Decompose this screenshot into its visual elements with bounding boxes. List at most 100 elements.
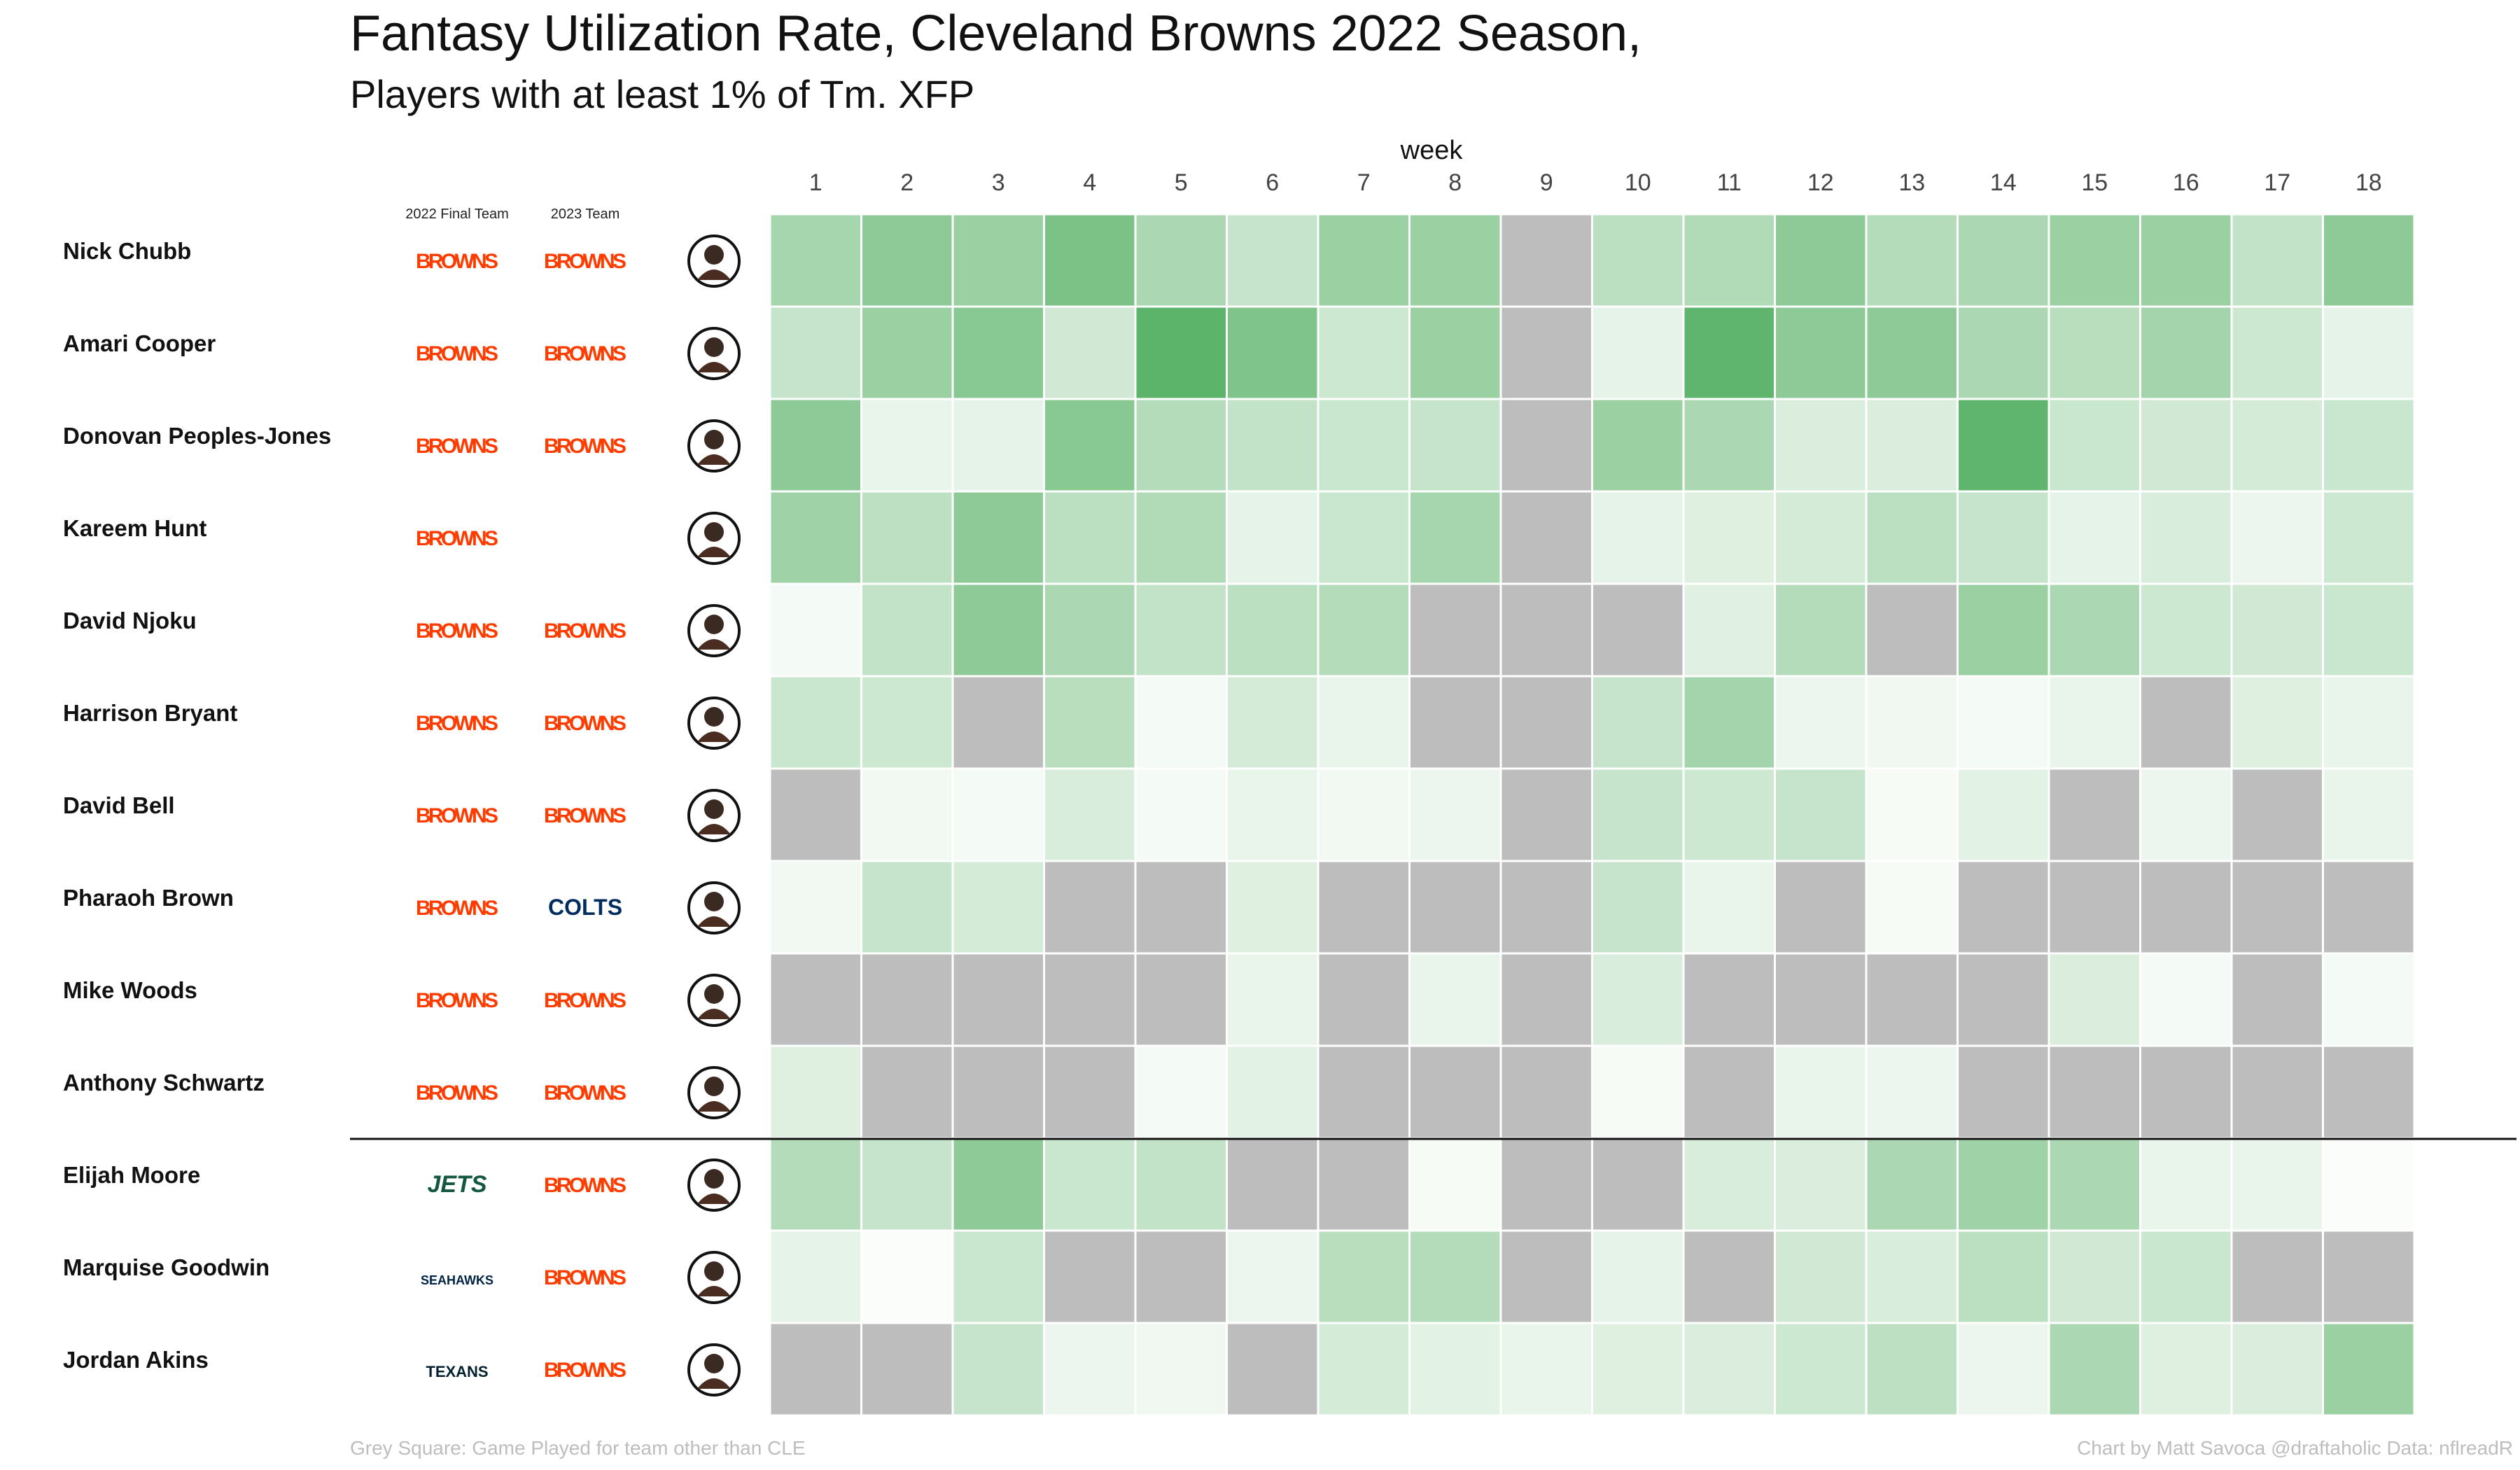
heatmap-cell bbox=[1226, 1137, 1320, 1232]
player-name: David Njoku bbox=[63, 608, 197, 634]
table-row: Nick Chubb BROWNS BROWNS bbox=[63, 213, 2416, 308]
team-2023-team-label: BROWNS bbox=[544, 250, 626, 273]
player-name: Amari Cooper bbox=[63, 330, 216, 356]
heatmap-cell bbox=[1408, 582, 1502, 678]
heatmap-cell bbox=[1408, 952, 1502, 1047]
heatmap-cell bbox=[2322, 1229, 2416, 1324]
heatmap-cell bbox=[1499, 767, 1593, 862]
heatmap-cell bbox=[2322, 675, 2416, 770]
heatmap-cell bbox=[1865, 675, 1959, 770]
heatmap-cell bbox=[1317, 1229, 1410, 1324]
player-name: Kareem Hunt bbox=[63, 515, 206, 541]
heatmap-cell bbox=[1956, 398, 2050, 493]
week-tick-1: 1 bbox=[809, 169, 822, 196]
heatmap-cell bbox=[769, 860, 862, 955]
heatmap-cell bbox=[860, 1229, 954, 1324]
final-team-team-label: SEAHAWKS bbox=[421, 1273, 493, 1287]
avatar-head-icon bbox=[704, 1077, 724, 1096]
heatmap-cell bbox=[1043, 1137, 1137, 1232]
avatar-shoulders-icon bbox=[697, 1009, 731, 1019]
avatar-shoulders-icon bbox=[697, 1194, 731, 1204]
heatmap-cell bbox=[2230, 582, 2324, 678]
heatmap-cell bbox=[1134, 305, 1228, 400]
heatmap-cell bbox=[860, 767, 954, 862]
heatmap-cell bbox=[2047, 675, 2141, 770]
heatmap-cell bbox=[769, 952, 862, 1047]
heatmap-cell bbox=[1134, 213, 1228, 308]
final-team-team-label: TEXANS bbox=[426, 1363, 488, 1380]
heatmap-cell bbox=[769, 490, 862, 585]
final-team-logo-browns: BROWNS bbox=[416, 435, 498, 458]
heatmap-cell bbox=[1591, 1044, 1685, 1140]
heatmap-cell bbox=[1317, 767, 1410, 862]
heatmap-cell bbox=[2139, 305, 2233, 400]
heatmap-cell bbox=[1774, 767, 1868, 862]
heatmap-cell bbox=[2322, 490, 2416, 585]
heatmap-cell bbox=[860, 490, 954, 585]
heatmap-cell bbox=[1408, 305, 1502, 400]
heatmap-cell bbox=[1043, 767, 1137, 862]
week-tick-17: 17 bbox=[2264, 169, 2290, 196]
heatmap-cell bbox=[769, 398, 862, 493]
avatar-shoulders-icon bbox=[697, 362, 731, 372]
heatmap-cell bbox=[1226, 1322, 1320, 1417]
heatmap-cell bbox=[1682, 952, 1776, 1047]
avatar bbox=[687, 234, 741, 288]
heatmap-cell bbox=[1956, 675, 2050, 770]
footer-note: Grey Square: Game Played for team other … bbox=[350, 1437, 806, 1459]
heatmap-cell bbox=[1774, 952, 1868, 1047]
team-2023-team-label: BROWNS bbox=[544, 620, 626, 643]
heatmap-cell bbox=[860, 860, 954, 955]
heatmap-cell bbox=[1317, 490, 1410, 585]
heatmap-cell bbox=[1134, 1322, 1228, 1417]
heatmap-cell bbox=[2230, 767, 2324, 862]
heatmap-cell bbox=[1682, 1137, 1776, 1232]
heatmap-cell bbox=[1591, 1137, 1685, 1232]
final-team-logo-jets: JETS bbox=[427, 1171, 486, 1198]
heatmap-cell bbox=[951, 490, 1045, 585]
avatar bbox=[687, 1066, 741, 1119]
heatmap-cell bbox=[1865, 1137, 1959, 1232]
team-2023-team-label: BROWNS bbox=[544, 804, 626, 827]
heatmap-cell bbox=[1591, 213, 1685, 308]
heatmap-cell bbox=[1226, 860, 1320, 955]
heatmap-cell bbox=[1865, 952, 1959, 1047]
table-row: Mike Woods BROWNS BROWNS bbox=[63, 952, 2416, 1047]
heatmap-cell bbox=[2230, 675, 2324, 770]
heatmap-cell bbox=[1226, 952, 1320, 1047]
heatmap-cell bbox=[1865, 1044, 1959, 1140]
heatmap-cell bbox=[1682, 1044, 1776, 1140]
team-2023-logo-colts: COLTS bbox=[548, 895, 622, 920]
heatmap-cell bbox=[1774, 305, 1868, 400]
heatmap-cell bbox=[769, 213, 862, 308]
heatmap-cell bbox=[860, 1137, 954, 1232]
final-team-logo-browns: BROWNS bbox=[416, 989, 498, 1012]
heatmap-cell bbox=[2047, 398, 2141, 493]
heatmap-cell bbox=[1226, 213, 1320, 308]
heatmap-cell bbox=[1956, 490, 2050, 585]
heatmap-cell bbox=[1865, 860, 1959, 955]
heatmap-cell bbox=[2230, 490, 2324, 585]
heatmap-cell bbox=[2322, 398, 2416, 493]
team-2023-team-label: BROWNS bbox=[544, 435, 626, 458]
heatmap-cell bbox=[1774, 213, 1868, 308]
heatmap-cell bbox=[1499, 1322, 1593, 1417]
avatar-shoulders-icon bbox=[697, 916, 731, 927]
heatmap-cell bbox=[1499, 1229, 1593, 1324]
heatmap-cell bbox=[1317, 675, 1410, 770]
heatmap-cell bbox=[860, 213, 954, 308]
heatmap-cell bbox=[1682, 398, 1776, 493]
week-tick-11: 11 bbox=[1717, 169, 1742, 196]
heatmap-cell bbox=[1956, 1229, 2050, 1324]
table-row: David Bell BROWNS BROWNS bbox=[63, 767, 2416, 862]
week-tick-13: 13 bbox=[1898, 169, 1925, 196]
heatmap-cell bbox=[1956, 767, 2050, 862]
week-tick-7: 7 bbox=[1357, 169, 1371, 196]
heatmap-cell bbox=[1134, 582, 1228, 678]
heatmap-cell bbox=[2047, 1229, 2141, 1324]
footer-credit: Chart by Matt Savoca @draftaholic Data: … bbox=[2077, 1437, 2513, 1459]
heatmap-cell bbox=[1682, 860, 1776, 955]
heatmap-cell bbox=[1682, 767, 1776, 862]
heatmap-cell bbox=[1591, 952, 1685, 1047]
